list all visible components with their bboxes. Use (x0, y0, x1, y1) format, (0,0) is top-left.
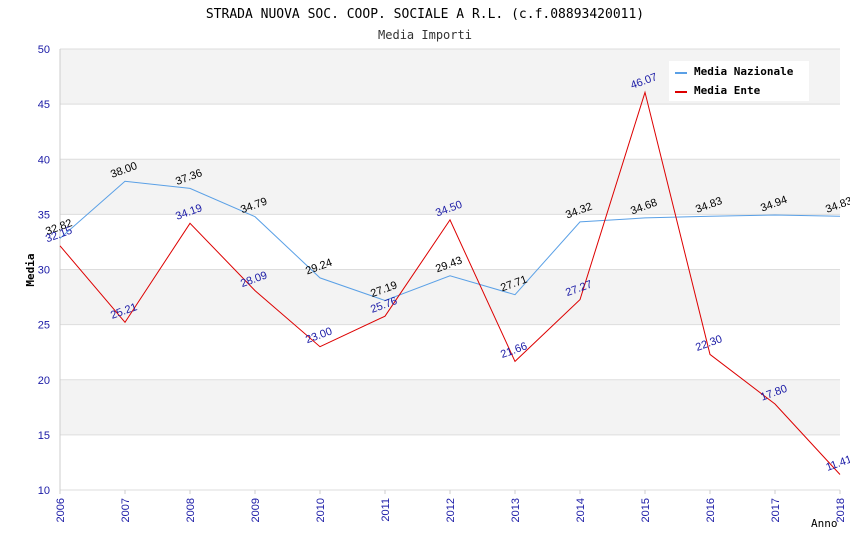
grid-band (60, 379, 840, 435)
x-tick-label: 2017 (770, 498, 782, 522)
grid-bands (60, 49, 840, 490)
x-tick-label: 2010 (315, 498, 327, 522)
legend: Media Nazionale Media Ente (669, 61, 809, 101)
x-tick-label: 2014 (575, 498, 587, 522)
y-tick-label: 15 (38, 430, 50, 442)
legend-label-nazionale: Media Nazionale (694, 65, 794, 78)
y-axis-title: Media (24, 253, 37, 286)
x-tick-label: 2018 (835, 498, 847, 522)
grid-band (60, 269, 840, 325)
grid-band (60, 104, 840, 160)
chart-subtitle: Media Importi (378, 28, 472, 42)
x-tick-label: 2006 (55, 498, 67, 522)
series-line-nazionale (59, 180, 841, 302)
x-axis-title: Anno (811, 517, 838, 530)
y-tick-label: 35 (38, 209, 50, 221)
x-tick-label: 2013 (510, 498, 522, 522)
legend-box (669, 61, 809, 101)
grid-band (60, 159, 840, 215)
y-tick-label: 10 (38, 485, 50, 497)
x-tick-label: 2008 (185, 498, 197, 522)
y-tick-label: 25 (38, 320, 50, 332)
x-tick-label: 2015 (640, 498, 652, 522)
y-tick-label: 30 (38, 265, 50, 277)
x-tick-label: 2009 (250, 498, 262, 522)
y-tick-label: 40 (38, 154, 50, 166)
series-line-ente (59, 90, 841, 475)
y-tick-label: 50 (38, 44, 50, 56)
x-tick-label: 2011 (380, 498, 392, 522)
grid-band (60, 324, 840, 380)
x-axis-ticks: 2006 2007 2008 2009 2010 2011 2012 2013 2014 2015… (55, 490, 847, 522)
legend-label-ente: Media Ente (694, 84, 761, 97)
x-tick-label: 2007 (120, 498, 132, 522)
series-layer (59, 90, 841, 475)
y-tick-label: 20 (38, 375, 50, 387)
chart-title: STRADA NUOVA SOC. COOP. SOCIALE A R.L. (… (206, 7, 644, 22)
grid-band (60, 434, 840, 490)
x-tick-label: 2012 (445, 498, 457, 522)
y-tick-label: 45 (38, 99, 50, 111)
x-tick-label: 2016 (705, 498, 717, 522)
y-axis-ticks: 10 15 20 25 30 35 40 45 50 (38, 44, 50, 497)
